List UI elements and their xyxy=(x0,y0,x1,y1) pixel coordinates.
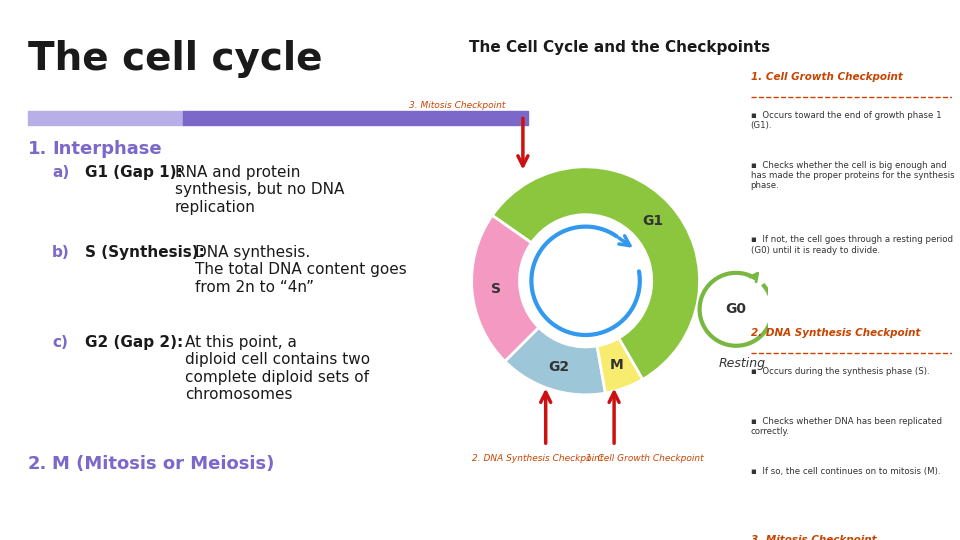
Text: M (Mitosis or Meiosis): M (Mitosis or Meiosis) xyxy=(52,455,275,473)
Text: RNA and protein
synthesis, but no DNA
replication: RNA and protein synthesis, but no DNA re… xyxy=(175,165,345,215)
Text: Interphase: Interphase xyxy=(52,140,161,158)
Text: ▪  Occurs during the synthesis phase (S).: ▪ Occurs during the synthesis phase (S). xyxy=(751,367,929,376)
Text: S (Synthesis):: S (Synthesis): xyxy=(85,245,204,260)
Bar xyxy=(28,111,183,125)
Text: 3. Mitosis Checkpoint: 3. Mitosis Checkpoint xyxy=(409,101,505,110)
Text: The cell cycle: The cell cycle xyxy=(28,40,323,78)
Text: 3. Mitosis Checkpoint: 3. Mitosis Checkpoint xyxy=(751,535,876,540)
Text: G1: G1 xyxy=(642,213,663,227)
Text: DNA synthesis.
The total DNA content goes
from 2n to “4n”: DNA synthesis. The total DNA content goe… xyxy=(195,245,407,295)
Wedge shape xyxy=(471,215,539,361)
Text: S: S xyxy=(491,282,501,295)
Text: G2 (Gap 2):: G2 (Gap 2): xyxy=(85,335,183,350)
Bar xyxy=(183,111,528,125)
Text: 2. DNA Synthesis Checkpoint: 2. DNA Synthesis Checkpoint xyxy=(471,454,603,463)
Text: 2. DNA Synthesis Checkpoint: 2. DNA Synthesis Checkpoint xyxy=(751,328,921,339)
Text: b): b) xyxy=(52,245,70,260)
Wedge shape xyxy=(597,338,642,393)
Text: M: M xyxy=(610,359,623,373)
Text: 1. Cell Growth Checkpoint: 1. Cell Growth Checkpoint xyxy=(586,454,704,463)
Text: ▪  Checks whether DNA has been replicated correctly.: ▪ Checks whether DNA has been replicated… xyxy=(751,417,942,436)
Text: 1. Cell Growth Checkpoint: 1. Cell Growth Checkpoint xyxy=(751,72,902,82)
Text: c): c) xyxy=(52,335,68,350)
Text: ▪  Occurs toward the end of growth phase 1 (G1).: ▪ Occurs toward the end of growth phase … xyxy=(751,111,942,130)
Text: 2.: 2. xyxy=(28,455,47,473)
Text: G0: G0 xyxy=(726,302,747,316)
Text: 1.: 1. xyxy=(28,140,47,158)
Wedge shape xyxy=(492,167,700,380)
Wedge shape xyxy=(505,328,606,395)
Text: G1 (Gap 1):: G1 (Gap 1): xyxy=(85,165,182,180)
Text: Resting: Resting xyxy=(718,357,765,370)
Text: ▪  Checks whether the cell is big enough and has made the proper proteins for th: ▪ Checks whether the cell is big enough … xyxy=(751,160,954,191)
Text: ▪  If not, the cell goes through a resting period (G0) until it is ready to divi: ▪ If not, the cell goes through a restin… xyxy=(751,235,952,255)
Text: ▪  If so, the cell continues on to mitosis (M).: ▪ If so, the cell continues on to mitosi… xyxy=(751,467,940,476)
Text: The Cell Cycle and the Checkpoints: The Cell Cycle and the Checkpoints xyxy=(469,40,771,55)
Text: a): a) xyxy=(52,165,69,180)
Text: G2: G2 xyxy=(549,360,570,374)
Text: At this point, a
diploid cell contains two
complete diploid sets of
chromosomes: At this point, a diploid cell contains t… xyxy=(185,335,371,402)
